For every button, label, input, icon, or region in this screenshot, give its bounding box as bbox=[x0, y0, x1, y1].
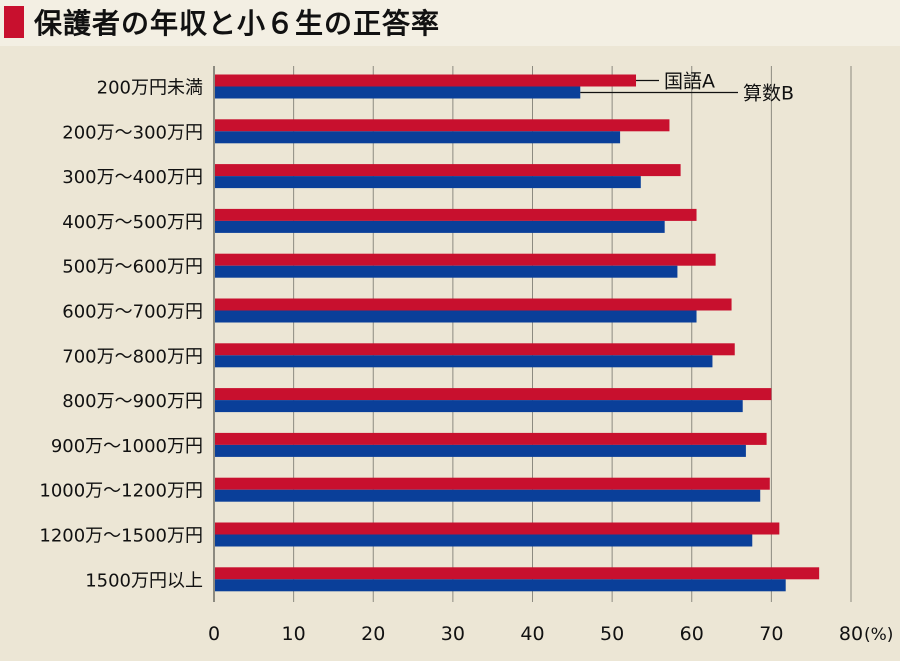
bar-sansu-b bbox=[215, 489, 761, 502]
bar-sansu-b bbox=[215, 400, 743, 413]
x-axis-unit-label: (%) bbox=[864, 625, 893, 645]
bar-sansu-b bbox=[215, 444, 746, 457]
bar-kokugo-a bbox=[215, 432, 767, 445]
bar-kokugo-a bbox=[215, 208, 697, 221]
category-label: 900万～1000万円 bbox=[51, 436, 203, 457]
x-tick-label: 0 bbox=[208, 623, 220, 645]
chart-title: 保護者の年収と小６生の正答率 bbox=[34, 7, 441, 40]
x-tick-label: 40 bbox=[520, 623, 544, 645]
legend-label-sansu-b: 算数B bbox=[743, 83, 794, 105]
category-label: 1500万円以上 bbox=[85, 570, 203, 591]
grid-lines bbox=[213, 66, 852, 602]
x-tick-label: 50 bbox=[600, 623, 624, 645]
bar-kokugo-a bbox=[215, 477, 770, 490]
bar-kokugo-a bbox=[215, 567, 820, 580]
x-tick-label: 60 bbox=[680, 623, 704, 645]
x-tick-label: 10 bbox=[282, 623, 306, 645]
bar-kokugo-a bbox=[215, 253, 716, 266]
x-tick-label: 30 bbox=[441, 623, 465, 645]
bar-kokugo-a bbox=[215, 164, 681, 177]
bar-kokugo-a bbox=[215, 74, 637, 87]
category-label: 300万～400万円 bbox=[62, 167, 203, 188]
category-label: 500万～600万円 bbox=[62, 257, 203, 278]
bar-sansu-b bbox=[215, 265, 678, 278]
bar-sansu-b bbox=[215, 220, 665, 233]
bar-sansu-b bbox=[215, 534, 753, 547]
category-labels: 200万円未満 200万～300万円 300万～400万円 400万～500万円 500… bbox=[39, 78, 203, 592]
x-axis-ticks: 0 10 20 30 40 50 60 70 80 (%) bbox=[208, 623, 893, 645]
bars bbox=[215, 74, 820, 592]
bar-sansu-b bbox=[215, 355, 713, 368]
bar-sansu-b bbox=[215, 176, 641, 189]
bar-sansu-b bbox=[215, 86, 581, 99]
chart-panel: 200万円未満 200万～300万円 300万～400万円 400万～500万円 500… bbox=[0, 46, 900, 661]
x-tick-label: 20 bbox=[361, 623, 385, 645]
bar-sansu-b bbox=[215, 579, 786, 592]
legend: 国語A 算数B bbox=[580, 71, 794, 105]
title-marker-icon bbox=[4, 6, 24, 38]
x-tick-label: 80 bbox=[839, 623, 863, 645]
category-label: 700万～800万円 bbox=[62, 346, 203, 367]
legend-label-kokugo-a: 国語A bbox=[664, 71, 715, 93]
category-label: 1200万～1500万円 bbox=[39, 526, 203, 547]
chart-header: 保護者の年収と小６生の正答率 bbox=[0, 0, 900, 46]
category-label: 400万～500万円 bbox=[62, 212, 203, 233]
category-label: 200万～300万円 bbox=[62, 122, 203, 143]
bar-kokugo-a bbox=[215, 522, 780, 535]
bar-sansu-b bbox=[215, 310, 697, 323]
category-label: 200万円未満 bbox=[97, 78, 203, 99]
category-label: 1000万～1200万円 bbox=[39, 481, 203, 502]
bar-kokugo-a bbox=[215, 298, 732, 311]
bar-kokugo-a bbox=[215, 119, 670, 132]
bar-kokugo-a bbox=[215, 388, 772, 401]
bar-sansu-b bbox=[215, 131, 621, 144]
category-label: 800万～900万円 bbox=[62, 391, 203, 412]
x-tick-label: 70 bbox=[759, 623, 783, 645]
bar-chart: 200万円未満200万～300万円300万～400万円400万～500万円500… bbox=[39, 66, 893, 645]
category-label: 600万～700万円 bbox=[62, 302, 203, 323]
bar-kokugo-a bbox=[215, 343, 735, 356]
